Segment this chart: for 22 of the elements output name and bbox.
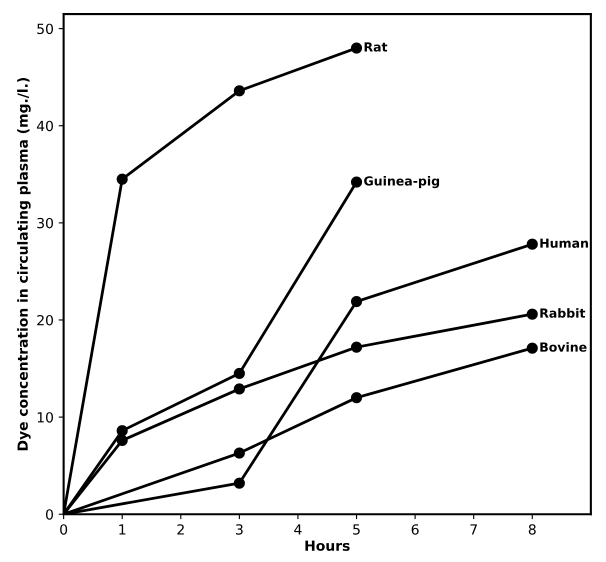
series-label: Human [540, 238, 588, 248]
y-tick-label: 30 [37, 218, 53, 228]
series-label: Bovine [540, 342, 587, 352]
x-axis-title: Hours [305, 540, 350, 551]
x-tick-label: 6 [412, 524, 419, 535]
series-label: Guinea-pig [364, 176, 440, 188]
x-tick-label: 1 [119, 524, 126, 535]
x-tick-label: 4 [294, 524, 302, 535]
series-label: Rabbit [540, 308, 586, 318]
y-tick-label: 0 [46, 509, 53, 520]
x-tick-label: 0 [60, 524, 68, 535]
x-tick-label: 3 [236, 524, 243, 535]
y-tick-label: 20 [37, 314, 53, 326]
y-tick-label: 40 [36, 120, 53, 132]
x-tick-label: 2 [177, 524, 184, 535]
y-tick-label: 10 [38, 412, 53, 423]
x-tick-label: 7 [470, 524, 477, 535]
y-tick-label: 50 [37, 24, 53, 34]
series-label: Rat [364, 42, 388, 52]
y-axis-title: Dye concentration in circulating plasma (mg./l.) [17, 78, 31, 450]
x-tick-label: 5 [353, 524, 360, 535]
x-tick-label: 8 [528, 524, 536, 535]
